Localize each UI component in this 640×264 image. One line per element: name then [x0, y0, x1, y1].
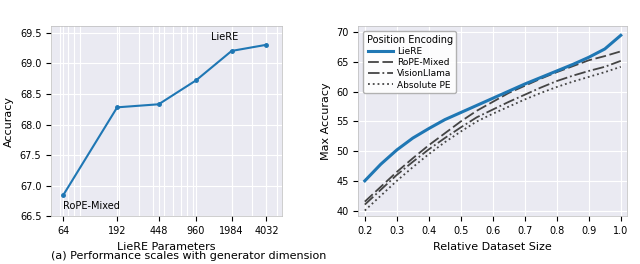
LieRE: [521, 82, 529, 86]
LieRE: [569, 63, 577, 66]
LieRE: [377, 163, 385, 166]
VisionLlama: [473, 116, 481, 119]
LieRE: [601, 47, 609, 50]
Y-axis label: Max Accuracy: Max Accuracy: [321, 83, 331, 160]
Legend: LieRE, RoPE-Mixed, VisionLlama, Absolute PE: LieRE, RoPE-Mixed, VisionLlama, Absolute…: [363, 31, 456, 93]
RoPE-Mixed: [521, 84, 529, 87]
Text: LieRE: LieRE: [211, 32, 238, 42]
RoPE-Mixed: [617, 50, 625, 53]
VisionLlama: [457, 126, 465, 129]
VisionLlama: [393, 173, 401, 177]
X-axis label: Relative Dataset Size: Relative Dataset Size: [433, 242, 552, 252]
LieRE: [537, 76, 545, 79]
LieRE: [585, 56, 593, 59]
VisionLlama: [521, 93, 529, 96]
VisionLlama: [441, 136, 449, 140]
VisionLlama: [585, 69, 593, 73]
Absolute PE: [569, 80, 577, 83]
Absolute PE: [441, 141, 449, 144]
VisionLlama: [409, 160, 417, 163]
Absolute PE: [393, 179, 401, 182]
VisionLlama: [553, 79, 561, 83]
VisionLlama: [377, 188, 385, 191]
Y-axis label: Accuracy: Accuracy: [4, 96, 14, 147]
LieRE: [473, 104, 481, 107]
RoPE-Mixed: [569, 65, 577, 68]
Line: Absolute PE: Absolute PE: [365, 67, 621, 211]
Absolute PE: [601, 70, 609, 74]
RoPE-Mixed: [393, 170, 401, 173]
LieRE: [361, 179, 369, 182]
VisionLlama: [425, 148, 433, 151]
Absolute PE: [585, 75, 593, 78]
Absolute PE: [457, 130, 465, 133]
Line: RoPE-Mixed: RoPE-Mixed: [365, 51, 621, 202]
RoPE-Mixed: [473, 109, 481, 112]
Absolute PE: [361, 209, 369, 212]
VisionLlama: [617, 59, 625, 62]
LieRE: [617, 34, 625, 37]
Text: (a) Performance scales with generator dimension: (a) Performance scales with generator di…: [51, 251, 326, 261]
Absolute PE: [377, 194, 385, 197]
RoPE-Mixed: [377, 185, 385, 188]
RoPE-Mixed: [361, 200, 369, 203]
X-axis label: LieRE Parameters: LieRE Parameters: [117, 242, 216, 252]
Text: RoPE-Mixed: RoPE-Mixed: [63, 201, 120, 211]
RoPE-Mixed: [585, 59, 593, 62]
Absolute PE: [617, 65, 625, 68]
RoPE-Mixed: [537, 77, 545, 80]
VisionLlama: [489, 108, 497, 111]
LieRE: [505, 89, 513, 93]
Absolute PE: [553, 86, 561, 89]
VisionLlama: [537, 86, 545, 89]
Absolute PE: [409, 166, 417, 169]
Absolute PE: [521, 98, 529, 101]
RoPE-Mixed: [601, 55, 609, 58]
RoPE-Mixed: [505, 91, 513, 95]
Absolute PE: [537, 91, 545, 95]
LieRE: [441, 118, 449, 121]
RoPE-Mixed: [441, 132, 449, 135]
Line: VisionLlama: VisionLlama: [365, 61, 621, 205]
VisionLlama: [505, 100, 513, 103]
RoPE-Mixed: [425, 144, 433, 147]
Absolute PE: [425, 153, 433, 156]
RoPE-Mixed: [553, 70, 561, 74]
LieRE: [393, 148, 401, 152]
Absolute PE: [473, 120, 481, 123]
RoPE-Mixed: [489, 100, 497, 103]
Line: LieRE: LieRE: [365, 35, 621, 181]
VisionLlama: [601, 65, 609, 68]
Absolute PE: [489, 112, 497, 115]
LieRE: [489, 97, 497, 100]
LieRE: [553, 69, 561, 73]
RoPE-Mixed: [409, 157, 417, 160]
LieRE: [457, 111, 465, 114]
VisionLlama: [361, 203, 369, 206]
LieRE: [425, 127, 433, 130]
LieRE: [409, 136, 417, 140]
VisionLlama: [569, 74, 577, 77]
Absolute PE: [505, 105, 513, 108]
RoPE-Mixed: [457, 120, 465, 123]
